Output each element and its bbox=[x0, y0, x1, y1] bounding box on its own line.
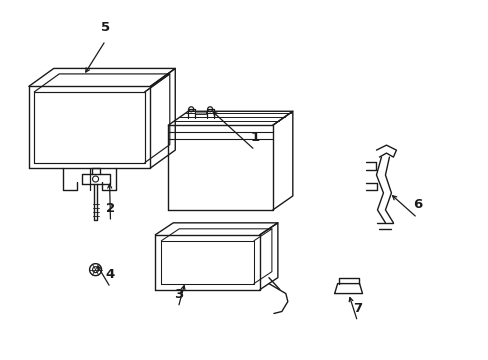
Text: 6: 6 bbox=[412, 198, 421, 211]
Text: 4: 4 bbox=[106, 268, 115, 281]
Text: 3: 3 bbox=[173, 288, 183, 301]
Polygon shape bbox=[195, 111, 206, 114]
Text: 2: 2 bbox=[106, 202, 115, 215]
Text: 7: 7 bbox=[352, 302, 362, 315]
Text: 1: 1 bbox=[250, 131, 259, 144]
Text: 5: 5 bbox=[101, 21, 110, 34]
